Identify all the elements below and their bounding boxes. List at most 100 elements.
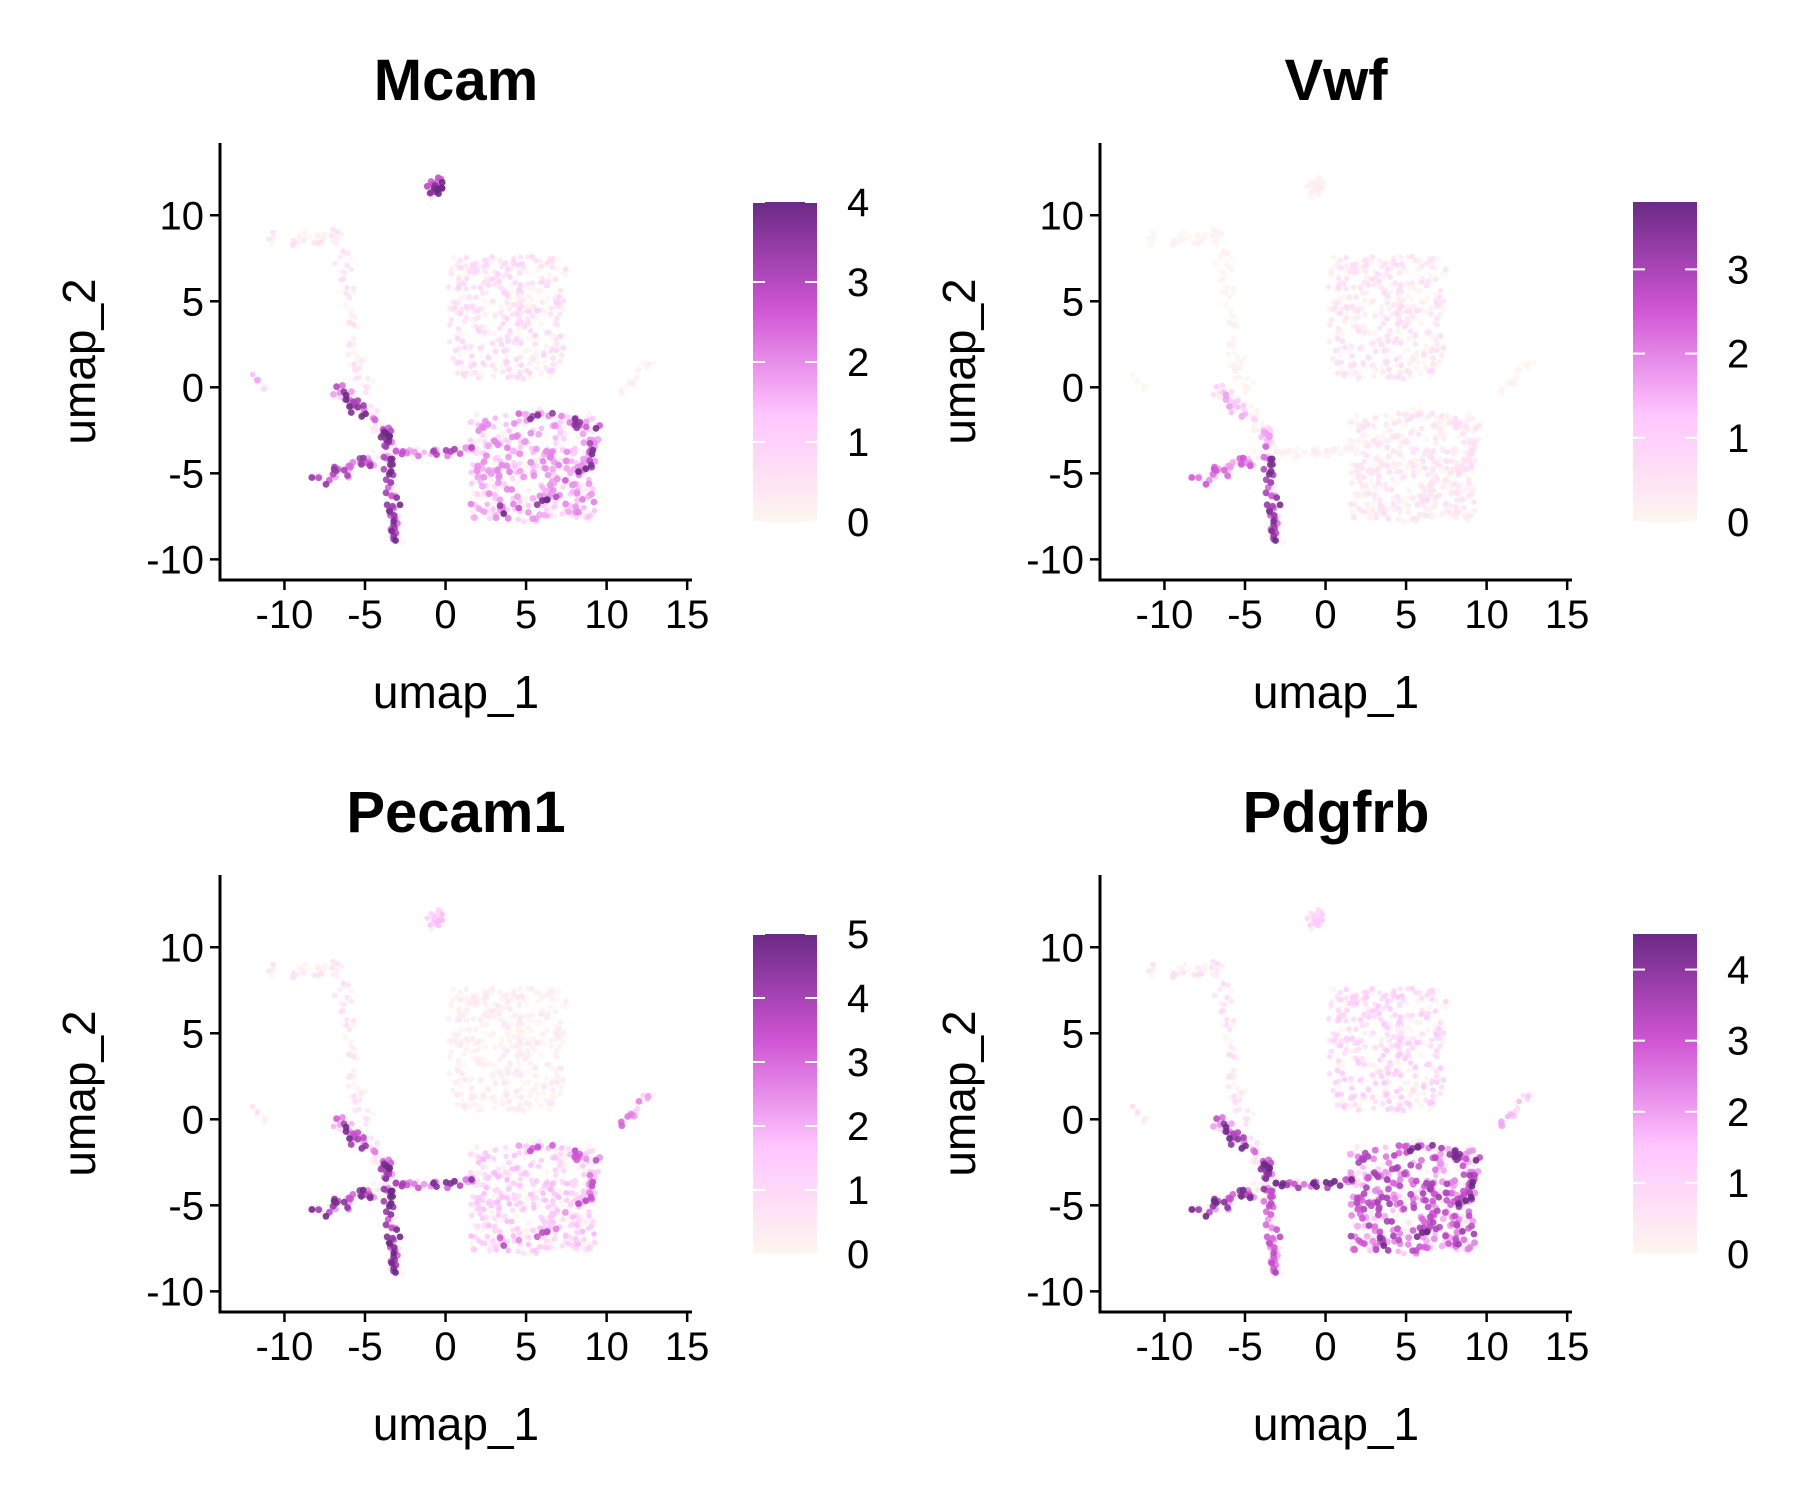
cell-point <box>1362 1000 1369 1007</box>
cell-point <box>330 958 336 965</box>
cell-point <box>1349 353 1355 360</box>
colorbar-label: 0 <box>847 501 869 545</box>
cell-point <box>1384 445 1391 451</box>
cell-point <box>535 1201 542 1207</box>
cell-point <box>1387 274 1393 280</box>
cell-point <box>370 1111 377 1117</box>
cell-point <box>1379 462 1385 468</box>
cell-point <box>506 366 512 373</box>
cell-point <box>475 1159 482 1166</box>
cell-point <box>468 1212 475 1219</box>
cell-point <box>1361 474 1367 481</box>
cell-point <box>468 1176 475 1183</box>
cell-point <box>1427 454 1433 461</box>
cell-point <box>1272 537 1279 544</box>
cell-point <box>1279 539 1286 545</box>
cell-point <box>552 276 559 283</box>
cell-point <box>491 1062 498 1069</box>
cell-point <box>415 1184 422 1192</box>
cell-point <box>500 320 507 327</box>
cell-point <box>1195 474 1203 482</box>
cell-point <box>572 503 580 510</box>
cell-point <box>476 1169 482 1176</box>
cell-point <box>1377 989 1383 996</box>
cell-point <box>476 437 482 444</box>
cell-point <box>1214 236 1221 242</box>
cell-point <box>1372 348 1379 355</box>
cell-point <box>539 484 546 491</box>
cell-point <box>318 239 325 245</box>
cell-point <box>1439 352 1445 358</box>
cell-point <box>448 1048 455 1055</box>
cell-point <box>1465 514 1472 520</box>
cell-point <box>315 233 321 240</box>
cell-point <box>515 262 521 268</box>
cell-point <box>1338 306 1345 312</box>
cell-point <box>522 422 528 429</box>
x-axis-title: umap_1 <box>373 666 539 718</box>
cell-point <box>1429 264 1435 270</box>
cell-point <box>1390 475 1396 482</box>
cell-point <box>270 234 277 241</box>
cell-point <box>516 418 522 424</box>
cell-point <box>1319 179 1325 186</box>
cell-point <box>1438 413 1445 419</box>
cell-point <box>460 280 467 287</box>
cell-point <box>552 493 560 501</box>
cell-point <box>393 1226 401 1233</box>
cell-point <box>562 1233 569 1239</box>
cell-point <box>526 1234 532 1241</box>
cell-point <box>1262 443 1270 450</box>
cell-point <box>337 254 343 261</box>
cell-point <box>1384 463 1390 469</box>
cell-point <box>1372 491 1378 498</box>
cell-point <box>531 286 538 292</box>
cell-point <box>1327 322 1333 328</box>
y-tick-label: -5 <box>168 452 204 496</box>
cell-point <box>485 1200 492 1206</box>
colorbar-label: 2 <box>1727 333 1749 377</box>
cell-point <box>1355 427 1362 434</box>
cell-point <box>489 478 495 484</box>
cell-point <box>489 254 496 260</box>
cell-point <box>480 1164 486 1171</box>
colorbar-label: 3 <box>847 261 869 305</box>
cell-point <box>1367 515 1373 522</box>
cell-point <box>547 1186 553 1192</box>
cell-point <box>504 1177 511 1183</box>
cell-point <box>315 965 321 972</box>
x-axis-title: umap_1 <box>1253 666 1419 718</box>
cell-point <box>1407 459 1414 466</box>
cell-point <box>1395 1058 1401 1065</box>
cell-point <box>387 461 394 469</box>
cell-point <box>334 968 341 974</box>
cell-point <box>515 516 521 523</box>
cell-point <box>486 330 493 336</box>
cell-point <box>346 403 353 410</box>
cell-point <box>1386 428 1392 434</box>
cell-point <box>543 506 550 513</box>
cell-point <box>563 1162 569 1169</box>
cell-point <box>1455 468 1462 475</box>
cell-point <box>590 486 596 492</box>
cell-point <box>529 253 535 260</box>
cell-point <box>469 1240 476 1247</box>
cell-point <box>1451 445 1458 452</box>
cell-point <box>1236 1106 1242 1113</box>
cell-point <box>455 275 462 281</box>
cell-point <box>1424 436 1430 442</box>
cell-point <box>1420 458 1426 465</box>
cell-point <box>1432 276 1439 283</box>
cell-point <box>348 312 354 318</box>
cell-point <box>350 290 357 296</box>
cell-point <box>1423 448 1430 455</box>
cell-point <box>518 1094 525 1100</box>
cell-point <box>450 254 457 261</box>
cell-point <box>579 496 586 503</box>
cell-point <box>1380 430 1386 437</box>
cell-point <box>341 1001 348 1008</box>
cell-point <box>1334 360 1340 367</box>
cell-point <box>1414 365 1420 372</box>
cell-point <box>428 927 435 933</box>
cell-point <box>463 1017 469 1024</box>
